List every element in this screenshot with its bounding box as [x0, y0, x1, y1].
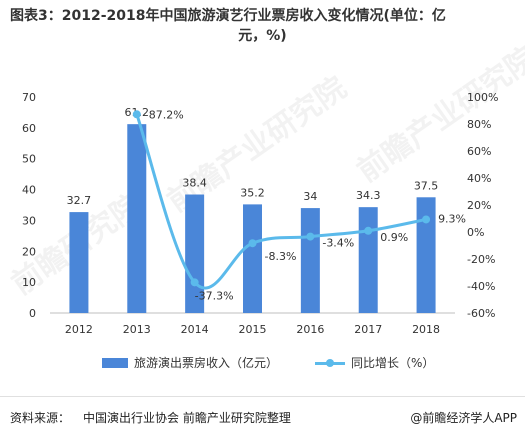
growth-point	[306, 232, 315, 241]
y-left-tick-label: 20	[22, 245, 36, 258]
y-right-tick-label: 20%	[467, 199, 491, 212]
bar	[127, 124, 147, 313]
growth-value-label: 9.3%	[438, 212, 466, 225]
x-tick-label: 2013	[123, 323, 151, 336]
legend-line-swatch	[315, 358, 345, 368]
growth-point	[190, 278, 199, 287]
y-left-tick-label: 50	[22, 153, 36, 166]
y-right-tick-label: -20%	[467, 253, 495, 266]
growth-value-label: -3.4%	[322, 237, 354, 250]
legend-bar-swatch	[102, 357, 128, 368]
y-right-tick-label: 0%	[467, 226, 484, 239]
legend-line-label: 同比增长（%）	[351, 356, 435, 370]
bar-value-label: 32.7	[67, 194, 92, 207]
y-left-tick-label: 10	[22, 276, 36, 289]
x-tick-label: 2014	[181, 323, 209, 336]
y-right-tick-label: 60%	[467, 145, 491, 158]
bar-value-label: 38.4	[182, 177, 207, 190]
bar	[185, 194, 205, 313]
x-tick-label: 2016	[296, 323, 324, 336]
source-text: 中国演出行业协会 前瞻产业研究院整理	[83, 411, 291, 425]
x-tick-label: 2015	[239, 323, 267, 336]
chart-title-line1: 图表3：2012-2018年中国旅游演艺行业票房收入变化情况(单位：亿	[10, 8, 446, 24]
growth-value-label: -37.3%	[195, 289, 234, 302]
bar	[300, 208, 320, 313]
bar	[416, 197, 436, 313]
bar	[358, 207, 378, 313]
growth-value-label: -8.3%	[265, 250, 297, 263]
y-right-tick-label: -40%	[467, 280, 495, 293]
growth-value-label: 87.2%	[149, 108, 184, 121]
chart-title-line2: 元，%)	[238, 28, 287, 44]
growth-point	[422, 215, 431, 224]
y-right-tick-label: 40%	[467, 172, 491, 185]
bar-value-label: 35.2	[240, 186, 265, 199]
growth-point	[132, 110, 141, 119]
bar-value-label: 37.5	[414, 179, 439, 192]
source-label: 资料来源：	[10, 411, 71, 425]
y-left-tick-label: 60	[22, 122, 36, 135]
x-tick-label: 2018	[412, 323, 440, 336]
footer: 资料来源： 中国演出行业协会 前瞻产业研究院整理 @前瞻经济学人APP	[0, 396, 525, 439]
chart-legend: 旅游演出票房收入（亿元） 同比增长（%）	[0, 354, 525, 372]
bar	[69, 212, 89, 313]
y-right-tick-label: 80%	[467, 118, 491, 131]
legend-bar-label: 旅游演出票房收入（亿元）	[134, 356, 279, 370]
x-tick-label: 2012	[65, 323, 93, 336]
y-left-tick-label: 0	[29, 307, 36, 320]
chart-title: 图表3：2012-2018年中国旅游演艺行业票房收入变化情况(单位：亿 元，%)	[10, 6, 515, 46]
combo-chart: 0 10 20 30 40 50 60 70 -60% -40% -20% 0% 20% 40% 60% 80…	[22, 91, 498, 336]
bar	[243, 204, 262, 313]
bar-value-label: 34.3	[356, 189, 381, 202]
legend-item-line: 同比增长（%）	[315, 354, 434, 371]
x-tick-label: 2017	[354, 323, 382, 336]
y-right-tick-label: 100%	[467, 91, 498, 104]
y-left-tick-label: 70	[22, 91, 36, 104]
y-right-tick-label: -60%	[467, 307, 495, 320]
y-left-tick-label: 30	[22, 214, 36, 227]
growth-value-label: 0.9%	[380, 231, 408, 244]
y-left-tick-label: 40	[22, 184, 36, 197]
growth-point	[248, 239, 257, 248]
bar-value-label: 34	[303, 190, 317, 203]
legend-item-bars: 旅游演出票房收入（亿元）	[102, 354, 278, 371]
growth-point	[364, 226, 373, 235]
brand-credit: @前瞻经济学人APP	[410, 411, 517, 425]
